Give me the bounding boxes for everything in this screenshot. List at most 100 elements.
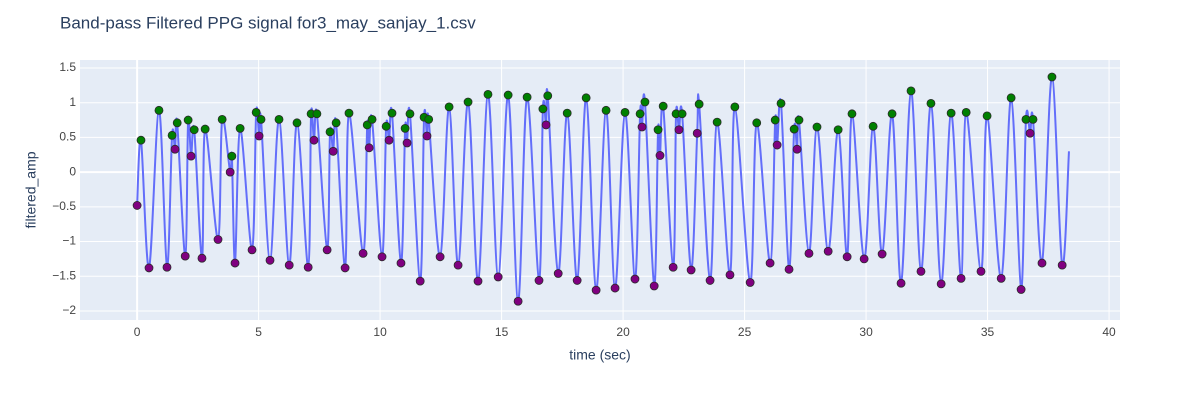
point-marker (956, 273, 966, 283)
point-marker (172, 118, 182, 128)
point-marker (493, 272, 503, 282)
point-marker (1016, 285, 1026, 294)
point-marker (705, 276, 715, 285)
point-marker (538, 104, 548, 114)
point-marker (230, 258, 240, 268)
point-marker (189, 125, 199, 135)
point-marker (847, 109, 857, 119)
point-marker (1047, 72, 1057, 82)
point-marker (534, 276, 544, 285)
point-marker (936, 279, 946, 289)
x-tick-label: 0 (134, 325, 141, 339)
point-marker (384, 135, 394, 145)
point-marker (225, 167, 235, 177)
y-tick-label: −1 (62, 234, 76, 248)
point-marker (377, 252, 387, 262)
point-marker (572, 276, 582, 285)
point-marker (400, 123, 410, 133)
point-marker (312, 109, 322, 119)
point-marker (982, 111, 992, 121)
point-marker (730, 102, 740, 112)
point-marker (422, 131, 432, 141)
y-tick-label: −2 (62, 303, 76, 317)
point-marker (483, 89, 493, 99)
x-tick-label: 40 (1102, 325, 1116, 339)
point-marker (601, 105, 611, 115)
y-tick-label: −1.5 (52, 268, 76, 282)
point-marker (725, 270, 735, 280)
point-marker (877, 249, 887, 259)
point-marker (358, 248, 368, 258)
point-marker (789, 124, 799, 134)
y-tick-label: −0.5 (52, 199, 76, 213)
x-tick-label: 25 (738, 325, 752, 339)
grid (80, 60, 1120, 320)
point-marker (186, 151, 196, 161)
point-marker (136, 135, 146, 145)
point-marker (396, 258, 406, 268)
point-marker (649, 281, 659, 291)
point-marker (405, 109, 415, 119)
point-marker (364, 143, 374, 153)
point-marker (1037, 258, 1047, 268)
point-marker (712, 117, 722, 127)
chart-title: Band-pass Filtered PPG signal for3_may_s… (60, 13, 476, 32)
point-marker (591, 285, 601, 295)
point-marker (274, 114, 284, 124)
point-marker (823, 246, 833, 256)
point-marker (247, 245, 257, 255)
point-marker (859, 254, 869, 264)
point-marker (522, 92, 532, 102)
point-marker (170, 144, 180, 154)
point-marker (637, 122, 647, 132)
x-tick-label: 30 (859, 325, 873, 339)
point-marker (362, 120, 372, 130)
point-marker (154, 105, 164, 115)
point-marker (503, 90, 513, 100)
point-marker (1006, 93, 1016, 103)
point-marker (381, 121, 391, 131)
point-marker (776, 98, 786, 108)
point-marker (251, 108, 261, 117)
point-marker (996, 273, 1006, 283)
point-marker (367, 114, 377, 124)
x-tick-label: 20 (616, 325, 630, 339)
point-marker (144, 263, 154, 273)
point-marker (674, 125, 684, 135)
point-marker (794, 115, 804, 125)
point-marker (653, 125, 663, 135)
point-marker (804, 248, 814, 258)
point-marker (553, 269, 563, 278)
point-marker (812, 122, 822, 132)
x-axis-label: time (sec) (569, 347, 630, 363)
point-marker (387, 108, 397, 118)
point-marker (167, 130, 177, 140)
point-marker (976, 267, 986, 276)
point-marker (842, 252, 852, 262)
point-marker (415, 276, 425, 286)
point-marker (677, 109, 687, 119)
point-marker (183, 115, 193, 125)
point-marker (227, 151, 237, 161)
point-marker (543, 91, 553, 101)
point-marker (444, 102, 454, 112)
point-marker (325, 127, 335, 137)
point-marker (256, 114, 266, 124)
point-marker (1025, 128, 1035, 138)
point-marker (770, 115, 780, 125)
point-marker (213, 235, 223, 244)
point-marker (217, 114, 227, 124)
point-marker (344, 108, 354, 118)
point-marker (284, 260, 294, 270)
point-marker (784, 264, 794, 274)
x-tick-label: 10 (373, 325, 387, 339)
point-marker (640, 97, 650, 107)
y-axis-label: filtered_amp (23, 151, 39, 228)
point-marker (424, 114, 434, 124)
point-marker (655, 151, 665, 160)
y-tick-label: 0.5 (59, 130, 76, 144)
point-marker (235, 123, 245, 133)
point-marker (961, 108, 971, 117)
point-marker (906, 86, 916, 96)
